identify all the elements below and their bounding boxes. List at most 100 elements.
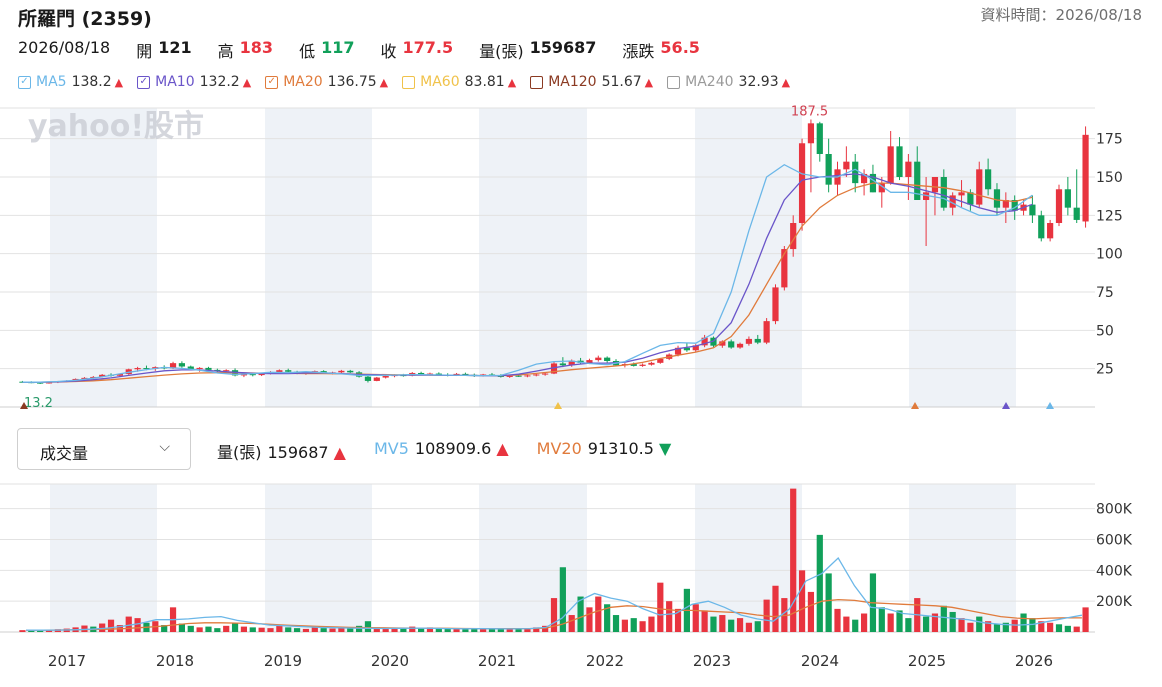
checkbox-icon[interactable]: ✓ bbox=[18, 75, 31, 89]
x-tick-label: 2023 bbox=[693, 652, 731, 670]
mv5-label: MV5 bbox=[373, 439, 409, 458]
volume-bar bbox=[630, 618, 637, 632]
volume-bar bbox=[568, 615, 575, 632]
candle-body bbox=[728, 341, 735, 348]
candle-body bbox=[674, 347, 682, 355]
candle-body bbox=[364, 376, 372, 381]
ma-legend-item[interactable]: MA120 51.67 ▲ bbox=[530, 74, 653, 90]
volume-label: 量(張) bbox=[479, 42, 524, 61]
candle-body bbox=[134, 368, 141, 370]
volume-bar bbox=[285, 627, 292, 632]
volume-bar bbox=[621, 619, 628, 632]
candle-body bbox=[542, 373, 549, 375]
candle-body bbox=[506, 375, 513, 377]
up-arrow-icon: ▲ bbox=[242, 75, 252, 89]
indicator-select[interactable]: 成交量 ⌵ bbox=[17, 428, 191, 470]
candle-body bbox=[143, 368, 150, 370]
volume-bar bbox=[559, 567, 566, 632]
checkbox-icon[interactable]: ✓ bbox=[137, 75, 151, 89]
volume-bar bbox=[719, 615, 726, 632]
ma-legend-item[interactable]: ✓ MA20 136.75 ▲ bbox=[265, 74, 388, 90]
vol-up-icon: ▲ bbox=[333, 443, 346, 462]
candle-body bbox=[922, 192, 930, 200]
candle-body bbox=[914, 161, 921, 200]
y-tick-label: 400K bbox=[1096, 563, 1133, 579]
open-value: 121 bbox=[158, 38, 192, 57]
volume-bar bbox=[825, 573, 832, 632]
indicator-select-label: 成交量 bbox=[40, 444, 89, 463]
mv20-down-icon: ▼ bbox=[659, 439, 672, 458]
volume-bar bbox=[736, 618, 744, 632]
volume-bar bbox=[329, 628, 336, 632]
volume-bar bbox=[400, 628, 407, 632]
checkbox-icon[interactable] bbox=[667, 75, 681, 89]
candle-body bbox=[940, 177, 947, 208]
ma-legend-item[interactable]: ✓ MA5 138.2 ▲ bbox=[18, 74, 123, 90]
volume-bar bbox=[1073, 626, 1080, 632]
volume-bar bbox=[993, 624, 1001, 632]
ma-name: MA60 bbox=[420, 74, 460, 90]
close-value: 177.5 bbox=[402, 38, 454, 57]
volume-bar bbox=[604, 604, 611, 632]
candle-body bbox=[285, 370, 292, 372]
candle-body bbox=[435, 373, 442, 375]
ma-name: MA240 bbox=[685, 74, 734, 90]
year-band bbox=[909, 108, 1016, 407]
candle-body bbox=[178, 363, 186, 367]
candle-body bbox=[931, 177, 939, 193]
ma-name: MA10 bbox=[155, 74, 195, 90]
page-title: 所羅門 (2359) bbox=[18, 8, 152, 30]
volume-bar bbox=[586, 607, 593, 632]
checkbox-icon[interactable] bbox=[402, 75, 416, 89]
checkbox-icon[interactable]: ✓ bbox=[265, 75, 279, 89]
volume-bar bbox=[497, 629, 504, 632]
volume-bar bbox=[302, 628, 310, 632]
volume-bar bbox=[364, 621, 372, 632]
candle-body bbox=[807, 123, 815, 144]
candle-body bbox=[1002, 200, 1009, 208]
candle-body bbox=[223, 370, 230, 372]
y-tick-label: 25 bbox=[1096, 362, 1114, 378]
year-band bbox=[50, 108, 157, 407]
volume-bar bbox=[320, 628, 327, 632]
candle-body bbox=[187, 366, 194, 369]
x-tick-label: 2022 bbox=[586, 652, 624, 670]
ma-legend-item[interactable]: MA60 83.81 ▲ bbox=[402, 74, 516, 90]
mv20-value: 91310.5 bbox=[587, 439, 654, 458]
volume-bar bbox=[967, 622, 974, 632]
ma-legend-item[interactable]: MA240 32.93 ▲ bbox=[667, 74, 790, 90]
candle-body bbox=[736, 343, 744, 348]
y-tick-label: 75 bbox=[1096, 285, 1114, 301]
candle-body bbox=[701, 337, 708, 346]
up-arrow-icon: ▲ bbox=[507, 75, 517, 89]
data-time: 資料時間：2026/08/18 bbox=[980, 6, 1142, 24]
candle-body bbox=[515, 375, 522, 377]
volume-bar bbox=[223, 625, 230, 632]
volume-bar bbox=[355, 625, 363, 632]
volume-bar bbox=[435, 628, 442, 632]
volume-bar bbox=[1064, 625, 1071, 632]
volume-bar bbox=[249, 627, 256, 632]
volume-bar bbox=[701, 610, 708, 632]
ma-legend-item[interactable]: ✓ MA10 132.2 ▲ bbox=[137, 74, 251, 90]
volume-bar bbox=[391, 628, 398, 632]
ma-value: 32.93 bbox=[738, 74, 779, 90]
high-label: 高 bbox=[217, 42, 234, 61]
vol-label: 量(張) bbox=[217, 443, 262, 462]
candle-body bbox=[657, 358, 664, 363]
y-tick-label: 200K bbox=[1096, 594, 1133, 610]
close-label: 收 bbox=[380, 42, 397, 61]
volume-bar bbox=[178, 623, 186, 632]
volume-bar bbox=[674, 608, 682, 632]
candle-body bbox=[99, 374, 106, 377]
volume-bar bbox=[1082, 607, 1089, 632]
year-band bbox=[265, 108, 372, 407]
candle-body bbox=[763, 321, 770, 343]
volume-bar bbox=[524, 628, 531, 632]
candle-body bbox=[905, 161, 912, 177]
mv5-up-icon: ▲ bbox=[496, 439, 509, 458]
ma-value: 138.2 bbox=[71, 74, 112, 90]
checkbox-icon[interactable] bbox=[530, 75, 544, 89]
candle-body bbox=[37, 382, 44, 384]
candle-body bbox=[1047, 223, 1054, 239]
